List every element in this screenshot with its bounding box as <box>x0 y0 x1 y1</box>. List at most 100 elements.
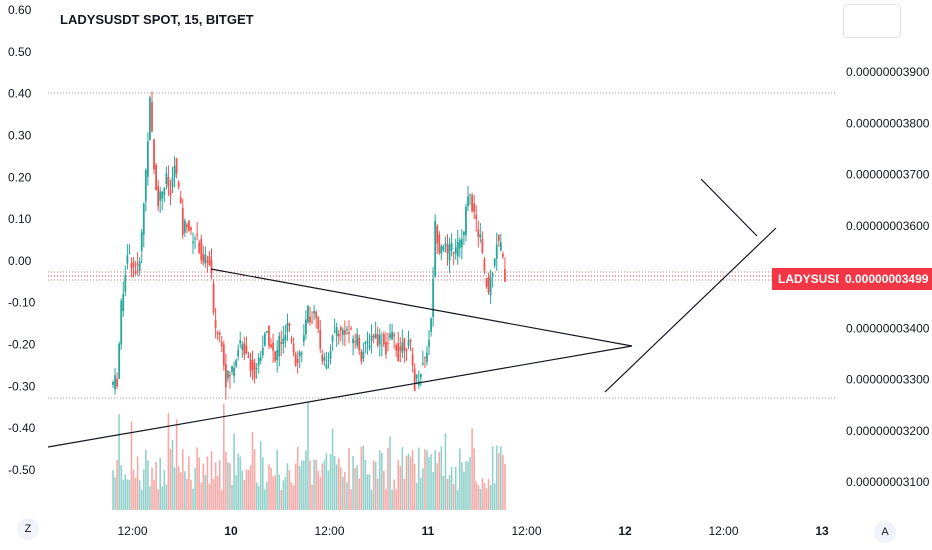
candle-body <box>438 234 441 253</box>
volume-bar <box>405 456 408 510</box>
candle-body <box>415 374 418 379</box>
volume-bar <box>491 446 494 510</box>
right-tick-label: 0.00000003800 <box>846 116 930 130</box>
candle-body <box>382 334 385 345</box>
candle-body <box>165 173 168 185</box>
volume-bar <box>155 461 157 510</box>
right-tick-label: 0.00000003400 <box>846 321 930 335</box>
candle-body <box>276 350 279 361</box>
candle-body <box>114 375 116 390</box>
volume-bar <box>253 449 256 510</box>
volume-bar <box>116 459 118 510</box>
candle-body <box>151 102 153 131</box>
volume-bar <box>502 454 504 510</box>
candle-body <box>337 333 340 337</box>
volume-bar <box>210 451 213 510</box>
volume-bar <box>444 433 447 510</box>
candle-body <box>442 246 445 250</box>
candle-body <box>487 277 490 293</box>
volume-bar <box>251 432 254 510</box>
volume-bar <box>196 447 198 510</box>
candle-body <box>364 342 367 344</box>
candle-body <box>161 192 164 199</box>
left-tick-label: 0.50 <box>8 45 32 59</box>
candle-body <box>280 342 283 344</box>
volume-bar <box>223 403 225 510</box>
volume-bar <box>284 476 287 510</box>
candle-body <box>138 261 141 272</box>
candle-body <box>130 262 133 269</box>
volume-bar <box>192 488 194 510</box>
candle-body <box>450 243 453 251</box>
candle-body <box>460 239 463 248</box>
candle-body <box>479 234 482 238</box>
volume-bar <box>473 448 475 510</box>
volume-bar <box>475 481 478 510</box>
volume-bar <box>360 446 363 510</box>
volume-bar <box>477 485 480 510</box>
volume-bar <box>471 428 473 510</box>
candle-body <box>407 340 410 346</box>
candle-body <box>204 254 207 264</box>
volume-bar <box>130 421 133 510</box>
volume-bar <box>403 478 406 510</box>
candle-body <box>331 335 334 342</box>
candle-body <box>362 351 365 359</box>
volume-bar <box>249 465 252 510</box>
chart-title: LADYSUSDT SPOT, 15, BITGET <box>60 12 254 27</box>
volume-bar <box>495 445 498 510</box>
volume-bar <box>120 465 123 510</box>
candle-body <box>393 334 396 337</box>
volume-bar <box>149 486 151 510</box>
volume-bar <box>165 484 168 510</box>
candle-body <box>469 194 471 196</box>
volume-bar <box>467 461 469 510</box>
candle-body <box>153 139 155 170</box>
candle-body <box>456 241 459 257</box>
volume-bar <box>461 462 463 510</box>
time-tick-label: 12:00 <box>511 524 541 538</box>
volume-bar <box>169 448 172 510</box>
candle-body <box>323 357 326 361</box>
toolbar-button[interactable] <box>843 4 901 38</box>
zoom-icon[interactable]: Z <box>17 518 39 540</box>
volume-bar <box>372 460 375 510</box>
candle-body <box>272 342 274 351</box>
volume-bar <box>124 474 127 510</box>
volume-bar <box>175 419 178 510</box>
volume-bar <box>257 485 260 510</box>
volume-bar <box>255 482 258 510</box>
candle-body <box>395 345 398 351</box>
volume-bar <box>282 480 285 510</box>
volume-bar <box>317 470 320 510</box>
volume-bar <box>376 478 379 510</box>
auto-scale-icon[interactable]: A <box>874 521 896 543</box>
candle-body <box>233 367 235 377</box>
volume-bar <box>202 463 205 510</box>
candle-body <box>428 339 430 347</box>
candle-body <box>502 253 504 257</box>
candle-body <box>358 337 361 351</box>
candle-body <box>268 325 270 346</box>
candle-body <box>504 269 506 282</box>
candle-body <box>122 294 125 312</box>
volume-bar <box>354 468 356 510</box>
volume-bar <box>307 401 309 510</box>
candle-body <box>171 177 174 188</box>
candle-body <box>206 260 209 263</box>
volume-bar <box>321 463 324 510</box>
volume-bar <box>438 452 441 510</box>
candle-body <box>134 270 137 274</box>
volume-bar <box>198 457 200 510</box>
candle-body <box>216 332 219 334</box>
volume-bar <box>298 466 301 510</box>
candle-body <box>307 305 309 323</box>
candle-body <box>421 363 424 365</box>
candle-body <box>444 243 447 246</box>
volume-bar <box>188 456 190 510</box>
candle-body <box>144 169 147 202</box>
candle-body <box>378 334 381 345</box>
candle-body <box>360 351 363 362</box>
left-tick-label: 0.20 <box>8 170 32 184</box>
